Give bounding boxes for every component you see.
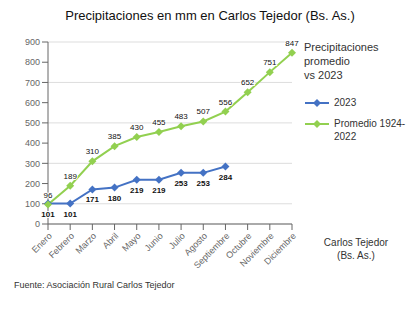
svg-text:101: 101 — [64, 210, 78, 219]
svg-text:Junio: Junio — [143, 231, 165, 253]
svg-text:556: 556 — [219, 98, 233, 107]
svg-text:Octubre: Octubre — [223, 230, 254, 261]
svg-text:Septiembre: Septiembre — [191, 230, 232, 271]
html-text:vs 2023: vs 2023 — [304, 69, 343, 81]
svg-text:100: 100 — [25, 199, 40, 209]
svg-text:600: 600 — [25, 98, 40, 108]
svg-text:400: 400 — [25, 138, 40, 148]
svg-text:189: 189 — [64, 172, 78, 181]
svg-text:101: 101 — [41, 210, 55, 219]
html-text:(Bs. As.): (Bs. As.) — [337, 250, 375, 261]
html-text:Fuente: Asociación Rural Carlo: Fuente: Asociación Rural Carlos Tejedor — [14, 280, 175, 290]
svg-text:455: 455 — [152, 118, 166, 127]
svg-text:Noviembre: Noviembre — [237, 230, 276, 269]
html-text:Precipitaciones en mm en Carlo: Precipitaciones en mm en Carlos Tejedor … — [65, 8, 355, 23]
svg-text:96: 96 — [44, 191, 53, 200]
svg-text:751: 751 — [263, 58, 277, 67]
svg-text:507: 507 — [197, 107, 211, 116]
svg-text:Mayo: Mayo — [120, 231, 143, 254]
svg-text:483: 483 — [174, 112, 188, 121]
svg-text:800: 800 — [25, 57, 40, 67]
html-text:2022: 2022 — [334, 131, 357, 142]
svg-text:847: 847 — [285, 39, 299, 48]
svg-text:171: 171 — [86, 195, 100, 204]
html-text:promedio: promedio — [304, 55, 350, 67]
svg-text:Enero: Enero — [29, 230, 54, 255]
svg-text:385: 385 — [108, 132, 122, 141]
svg-text:Agosto: Agosto — [182, 230, 210, 258]
svg-text:Marzo: Marzo — [74, 231, 99, 256]
svg-text:300: 300 — [25, 159, 40, 169]
svg-text:253: 253 — [174, 179, 188, 188]
svg-text:700: 700 — [25, 78, 40, 88]
svg-text:Diciembre: Diciembre — [262, 231, 298, 267]
svg-text:430: 430 — [130, 123, 144, 132]
svg-text:0: 0 — [35, 219, 40, 229]
svg-text:Febrero: Febrero — [47, 231, 76, 260]
svg-text:Abril: Abril — [101, 231, 121, 251]
svg-text:310: 310 — [86, 147, 100, 156]
svg-text:219: 219 — [152, 186, 166, 195]
svg-text:200: 200 — [25, 179, 40, 189]
svg-text:284: 284 — [219, 173, 233, 182]
svg-text:500: 500 — [25, 118, 40, 128]
html-text:Promedio 1924-: Promedio 1924- — [334, 118, 406, 129]
svg-text:Julio: Julio — [166, 230, 187, 251]
svg-text:253: 253 — [197, 179, 211, 188]
html-text:Precipitaciones: Precipitaciones — [304, 41, 379, 53]
html-text:Carlos Tejedor: Carlos Tejedor — [323, 237, 389, 248]
svg-text:652: 652 — [241, 78, 255, 87]
svg-text:219: 219 — [130, 186, 144, 195]
svg-text:900: 900 — [25, 37, 40, 47]
html-text:2023: 2023 — [334, 97, 357, 108]
svg-text:180: 180 — [108, 194, 122, 203]
